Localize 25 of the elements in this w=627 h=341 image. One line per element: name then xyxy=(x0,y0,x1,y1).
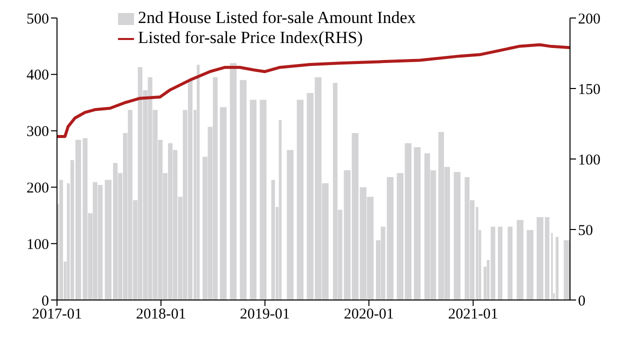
y2-tick-label: 50 xyxy=(578,222,593,239)
y-tick-label: 200 xyxy=(26,180,49,197)
bar xyxy=(508,226,513,300)
y-tick-label: 500 xyxy=(26,11,49,28)
y-tick-label: 300 xyxy=(26,124,49,140)
y2-tick-label: 150 xyxy=(578,82,600,98)
y2-tick-label: 100 xyxy=(578,152,600,168)
y2-tick-label: 0 xyxy=(578,293,586,310)
bar xyxy=(498,226,502,300)
y-tick-label: 0 xyxy=(42,293,49,310)
y2-tick-label: 200 xyxy=(578,11,600,28)
y-tick-label: 400 xyxy=(26,68,49,84)
bar xyxy=(564,240,570,300)
bar xyxy=(490,226,496,300)
bar xyxy=(556,236,559,300)
y-tick-label: 100 xyxy=(26,236,49,253)
x-tick-label: 2019-01 xyxy=(240,306,290,323)
x-tick-label: 2018-01 xyxy=(136,306,186,323)
x-tick-label: 2021-01 xyxy=(448,306,498,323)
bar xyxy=(271,180,275,300)
legend-label: 2nd House Listed for-sale Amount Index xyxy=(138,8,416,27)
x-tick-label: 2020-01 xyxy=(344,306,394,323)
bar xyxy=(59,180,64,300)
x-tick-label: 2017-01 xyxy=(32,306,82,323)
legend-label: Listed for-sale Price Index(RHS) xyxy=(138,28,363,47)
